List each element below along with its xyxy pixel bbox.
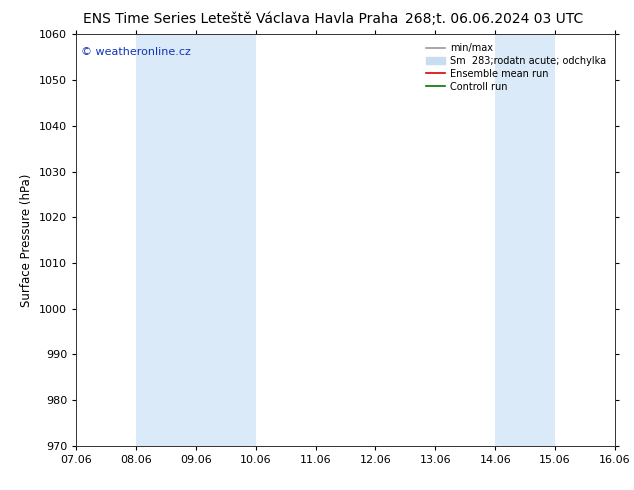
Bar	[136, 34, 256, 446]
Legend: min/max, Sm  283;rodatn acute; odchylka, Ensemble mean run, Controll run: min/max, Sm 283;rodatn acute; odchylka, …	[422, 39, 610, 96]
Text: © weatheronline.cz: © weatheronline.cz	[81, 47, 191, 57]
Y-axis label: Surface Pressure (hPa): Surface Pressure (hPa)	[20, 173, 34, 307]
Bar	[495, 34, 555, 446]
Text: ENS Time Series Leteště Václava Havla Praha: ENS Time Series Leteště Václava Havla Pr…	[83, 12, 399, 26]
Text: 268;t. 06.06.2024 03 UTC: 268;t. 06.06.2024 03 UTC	[405, 12, 584, 26]
